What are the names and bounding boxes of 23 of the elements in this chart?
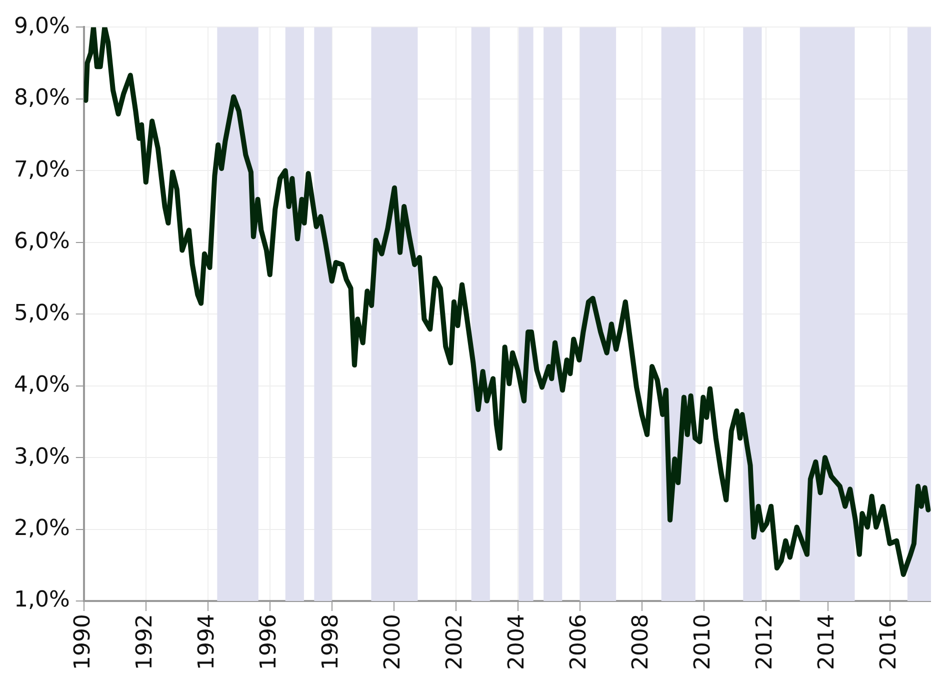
x-tick-label: 1990 bbox=[70, 614, 96, 670]
x-tick-label: 2008 bbox=[628, 614, 654, 670]
x-tick-label: 2000 bbox=[380, 614, 406, 670]
x-tick-label: 2012 bbox=[752, 614, 778, 670]
x-tick-label: 2006 bbox=[566, 614, 592, 670]
x-tick-label: 2016 bbox=[876, 614, 902, 670]
y-tick-label: 7,0% bbox=[14, 157, 70, 182]
x-tick-label: 1996 bbox=[256, 614, 282, 670]
y-tick-label: 9,0% bbox=[14, 14, 70, 39]
y-tick-label: 1,0% bbox=[14, 588, 70, 613]
x-tick-label: 1998 bbox=[318, 614, 344, 670]
x-tick-label: 1992 bbox=[132, 614, 158, 670]
x-tick-label: 2004 bbox=[504, 614, 530, 670]
x-tick-label: 1994 bbox=[194, 614, 220, 670]
y-tick-label: 6,0% bbox=[14, 229, 70, 254]
y-tick-label: 8,0% bbox=[14, 86, 70, 111]
y-tick-label: 2,0% bbox=[14, 516, 70, 542]
y-tick-label: 3,0% bbox=[14, 444, 70, 470]
y-tick-label: 5,0% bbox=[14, 300, 70, 326]
x-tick-label: 2010 bbox=[690, 614, 716, 670]
y-tick-label: 4,0% bbox=[14, 372, 70, 398]
x-tick-label: 2014 bbox=[814, 614, 840, 670]
x-tick-label: 2002 bbox=[442, 614, 468, 670]
